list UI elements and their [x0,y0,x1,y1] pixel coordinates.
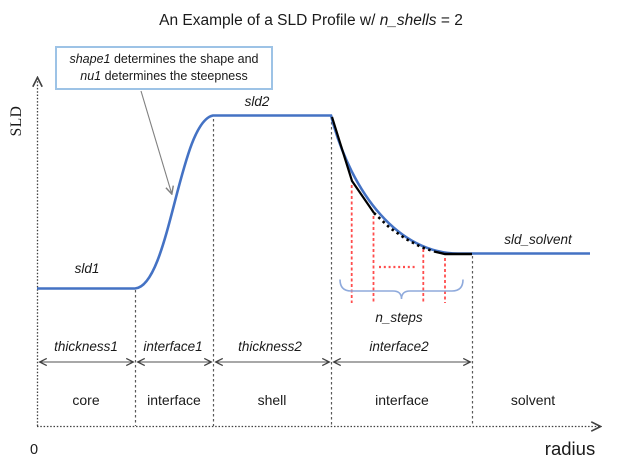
annotation-box: shape1 determines the shape and nu1 dete… [55,46,273,90]
region-label-shell: shell [257,392,287,408]
sld-profile-curve [37,114,590,290]
sld2-label: sld2 [244,94,270,109]
annotation-line-1: shape1 determines the shape and [61,51,267,68]
interface2-label: interface2 [369,339,429,354]
thickness2-label: thickness2 [238,339,302,354]
region-label-interface1: interface [147,392,201,408]
sld1-label: sld1 [74,261,100,276]
approximation-line-solid-right [433,250,472,256]
y-axis-label: SLD [8,105,25,137]
title-suffix: = 2 [436,12,463,29]
annotation-arrow [140,90,172,193]
n-steps-brace [339,279,464,300]
sld-solvent-label: sld_solvent [504,232,572,247]
annotation-line2-text: determines the steepness [101,68,248,83]
figure-title: An Example of a SLD Profile w/ n_shells … [0,12,622,30]
x-axis-label: radius [544,438,596,459]
thickness1-label: thickness1 [54,339,118,354]
title-variable: n_shells [379,12,437,29]
n-steps-label: n_steps [375,310,423,325]
annotation-line-2: nu1 determines the steepness [61,68,267,85]
approximation-line-solid-left [330,116,375,214]
region-label-interface2: interface [375,392,429,408]
title-prefix: An Example of a SLD Profile w/ [159,12,380,29]
region-label-solvent: solvent [510,392,556,408]
interface1-label: interface1 [143,339,203,354]
annotation-shape1: shape1 [69,52,111,66]
region-label-core: core [72,392,100,408]
annotation-nu1: nu1 [80,68,102,83]
origin-label: 0 [30,442,39,458]
annotation-line1-text: determines the shape and [110,52,259,66]
